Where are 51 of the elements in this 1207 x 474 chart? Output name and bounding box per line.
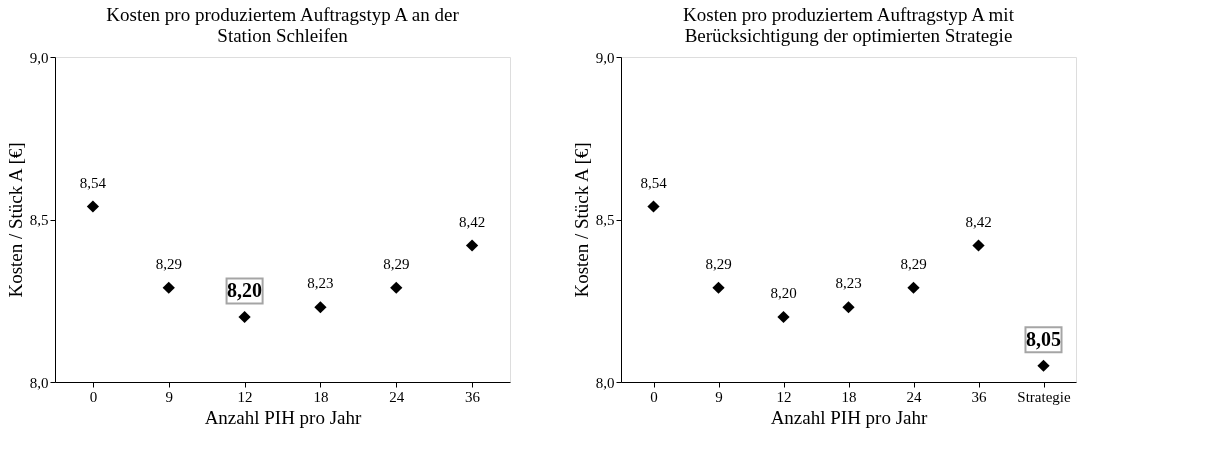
- y-tick-label: 8,5: [29, 212, 49, 228]
- annotation: 8,20: [227, 279, 263, 301]
- y-tick-label: 8,0: [29, 374, 49, 391]
- x-axis-title: Anzahl PIH pro Jahr: [770, 406, 929, 428]
- y-axis-title: Kosten / Stück A [€]: [4, 142, 26, 298]
- x-tick-label: 0: [650, 388, 658, 405]
- data-label: 8,42: [965, 213, 992, 230]
- point: [842, 301, 855, 314]
- x-tick-label: 24: [389, 388, 405, 405]
- data-label: 8,23: [835, 275, 862, 292]
- point: [465, 239, 479, 252]
- y-tick-label: 8,5: [595, 212, 615, 228]
- point: [712, 281, 725, 294]
- data-label: 8,29: [155, 255, 182, 272]
- point: [907, 281, 920, 294]
- x-tick-label: 24: [906, 388, 922, 405]
- y-tick-label: 8,0: [595, 374, 615, 391]
- data-label: 8,23: [307, 275, 334, 292]
- point: [777, 310, 790, 324]
- x-tick-label: 12: [776, 388, 792, 405]
- point: [1037, 359, 1050, 372]
- point: [162, 281, 175, 294]
- x-tick-label: 36: [465, 388, 481, 405]
- data-label: 8,29: [705, 255, 732, 272]
- x-tick-label: 0: [89, 388, 98, 405]
- x-axis-title: Anzahl PIH pro Jahr: [204, 406, 363, 428]
- data-label: 8,20: [770, 285, 797, 301]
- data-label: 8,29: [383, 255, 410, 272]
- data-label: 8,29: [900, 255, 927, 272]
- x-tick-label: 18: [313, 388, 329, 405]
- chart-title: Kosten pro produziertem Auftragstyp A mit Berücksichtigung der optimierten Strategie: [683, 4, 1015, 46]
- y-axis-title: Kosten / Stück A [€]: [570, 142, 592, 298]
- annotation: 8,05: [1026, 327, 1061, 350]
- point: [314, 301, 327, 314]
- x-tick-label: 36: [971, 388, 987, 405]
- data-label: 8,54: [79, 174, 107, 191]
- x-tick-label: 18: [841, 388, 857, 405]
- point: [86, 200, 100, 213]
- x-tick-label: Strategie: [1017, 388, 1071, 405]
- x-tick-label: 9: [715, 388, 723, 405]
- x-tick-label: 12: [237, 388, 253, 405]
- x-tick-label: 9: [165, 388, 173, 405]
- data-label: 8,54: [640, 174, 668, 191]
- point: [390, 281, 403, 294]
- point: [972, 239, 985, 252]
- point: [647, 200, 660, 213]
- data-label: 8,42: [458, 213, 486, 230]
- point: [238, 310, 251, 324]
- y-tick-label: 9,0: [595, 49, 615, 66]
- y-tick-label: 9,0: [29, 49, 49, 66]
- chart-title: Kosten pro produziertem Auftragstyp A an der Station Schleifen: [106, 4, 460, 46]
